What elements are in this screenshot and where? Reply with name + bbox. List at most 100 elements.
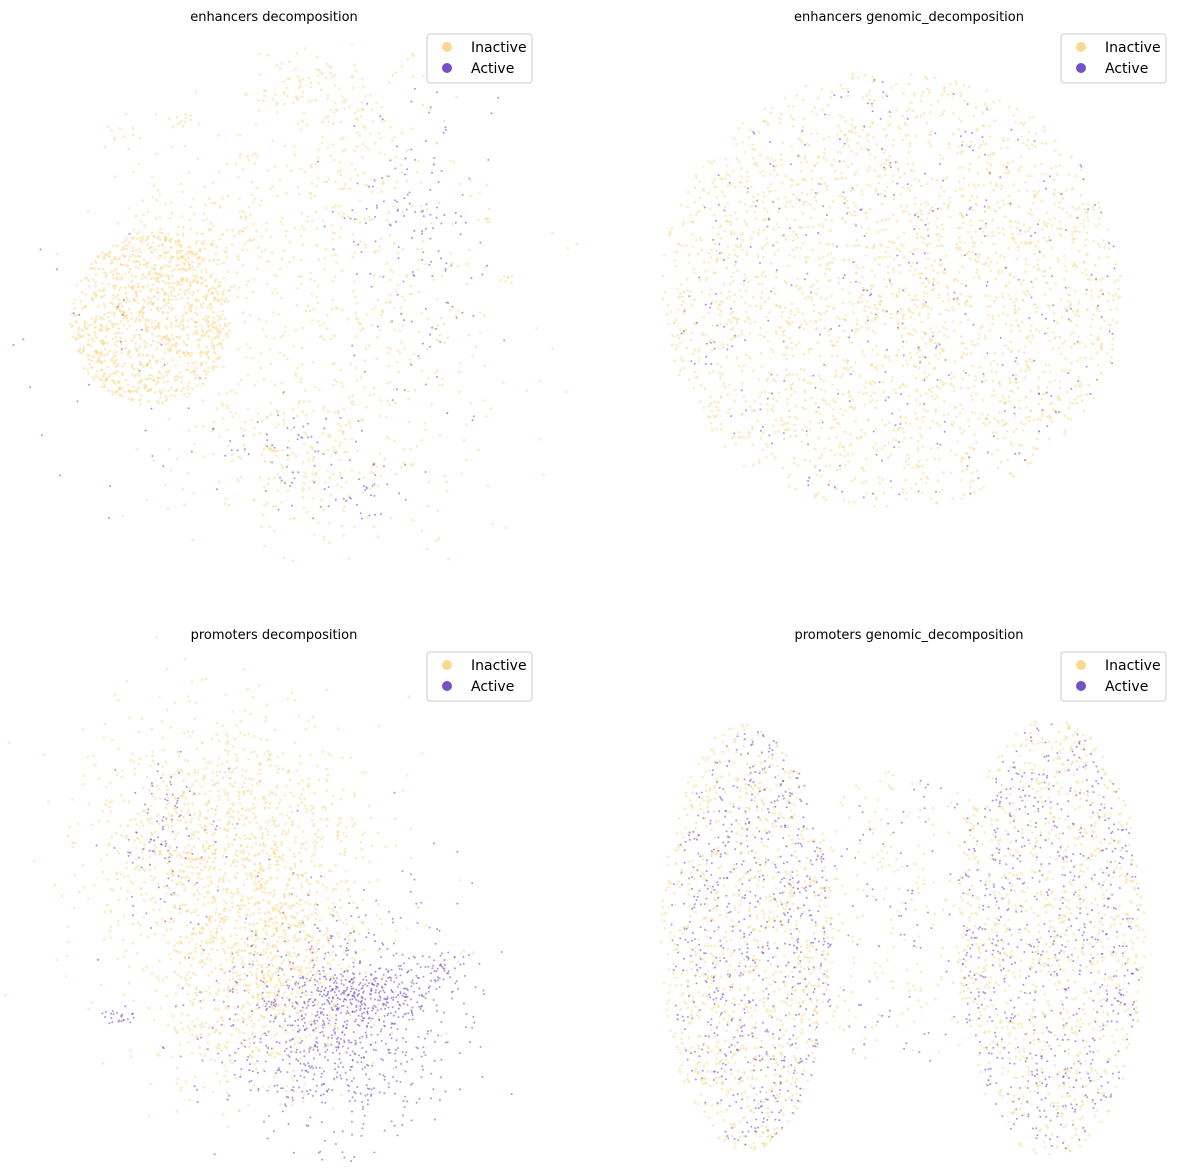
data-point-inactive [935,225,939,229]
data-point-inactive [298,78,302,82]
data-point-inactive [226,444,230,448]
data-point-inactive [85,277,89,280]
data-point-inactive [405,273,408,277]
data-point-inactive [892,213,895,217]
data-point-inactive [286,94,290,98]
data-point-inactive [168,447,171,451]
data-point-inactive [770,157,773,160]
data-point-inactive [307,99,310,102]
data-point-inactive [1096,363,1100,367]
data-point-inactive [1074,384,1077,388]
data-point-active [355,503,358,506]
data-point-inactive [294,455,298,458]
data-point-inactive [844,314,848,317]
data-point-inactive [200,354,203,358]
data-point-inactive [398,352,402,355]
data-point-inactive [759,304,763,308]
data-point-inactive [836,150,840,154]
data-point-active [316,441,319,444]
data-point-inactive [135,294,138,297]
data-point-inactive [863,73,867,77]
data-point-inactive [895,247,899,251]
data-point-inactive [300,377,303,381]
data-point-inactive [139,345,142,349]
data-point-inactive [903,466,906,470]
data-point-inactive [913,248,916,252]
data-point-inactive [865,216,868,220]
data-point-inactive [368,94,372,97]
data-point-inactive [158,254,162,257]
data-point-inactive [862,354,866,357]
data-point-inactive [111,276,115,280]
data-point-active [357,243,360,246]
data-point-inactive [827,103,830,107]
data-point-inactive [348,105,352,108]
data-point-inactive [911,169,914,173]
data-point-inactive [848,300,851,304]
data-point-inactive [236,133,240,137]
data-point-inactive [800,226,804,229]
data-point-inactive [759,351,763,355]
data-point-inactive [864,457,868,461]
data-point-inactive [138,363,142,367]
data-point-inactive [819,263,822,267]
data-point-inactive [377,249,380,253]
data-point-active [481,273,484,276]
data-point-inactive [788,316,791,320]
data-point-active [293,477,296,480]
data-point-inactive [400,170,404,174]
data-point-active [459,233,462,236]
data-point-inactive [1058,398,1061,401]
data-point-inactive [732,327,735,330]
data-point-inactive [940,223,944,226]
data-point-inactive [994,431,998,434]
data-point-inactive [425,208,429,211]
data-point-inactive [873,246,876,249]
data-point-inactive [411,462,415,466]
data-point-inactive [147,319,151,322]
data-point-inactive [769,173,772,176]
data-point-inactive [926,477,930,481]
data-point-inactive [999,254,1002,258]
data-point-inactive [1037,402,1040,406]
data-point-inactive [302,506,305,510]
data-point-inactive [360,419,363,422]
data-point-inactive [949,216,952,219]
data-point-inactive [811,225,815,229]
data-point-active [461,193,464,196]
data-point-inactive [879,243,882,246]
data-point-inactive [113,138,116,141]
data-point-inactive [310,318,314,322]
data-point-active [325,417,328,420]
data-point-inactive [510,274,514,278]
data-point-inactive [935,421,939,425]
data-point-inactive [1006,137,1010,141]
data-point-inactive [1002,163,1005,167]
data-point-inactive [141,238,144,242]
data-point-inactive [345,450,349,453]
data-point-inactive [967,373,971,377]
data-point-inactive [909,436,913,440]
data-point-inactive [1025,262,1028,266]
data-point-inactive [300,363,304,367]
data-point-inactive [145,363,149,367]
data-point-inactive [1056,396,1059,399]
data-point-inactive [719,300,723,303]
data-point-inactive [164,202,167,206]
data-point-inactive [189,303,192,307]
data-point-inactive [861,286,865,290]
data-point-inactive [1024,270,1027,274]
data-point-inactive [292,408,295,411]
data-point-inactive [125,236,128,239]
panel-enhancers-genomic-decomposition: enhancers genomic_decomposition Inactive… [591,0,1182,585]
data-point-inactive [309,163,313,167]
data-point-inactive [1102,277,1105,280]
data-point-inactive [853,244,856,248]
data-point-inactive [72,302,76,305]
data-point-inactive [224,497,228,501]
data-point-inactive [858,296,862,299]
data-point-inactive [969,480,972,484]
data-point-inactive [173,295,176,298]
data-point-inactive [842,259,846,262]
data-point-inactive [176,352,179,355]
